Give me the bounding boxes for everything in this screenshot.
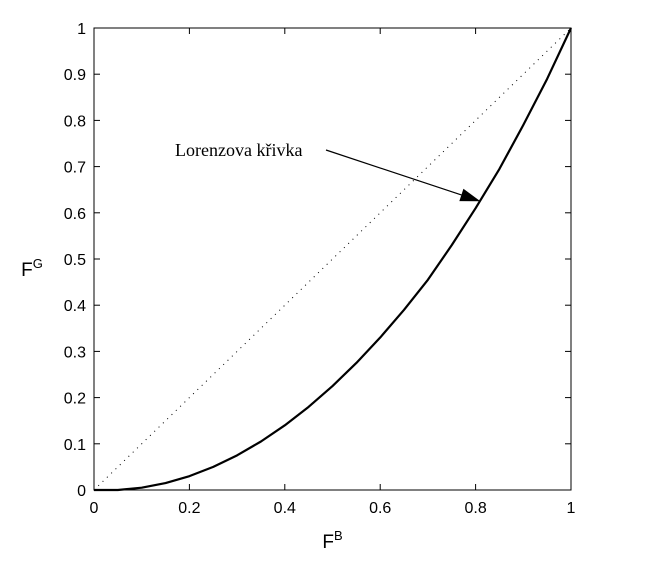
y-tick-label: 1 <box>77 21 86 38</box>
x-tick-label: 0.2 <box>178 500 200 517</box>
series-layer <box>93 27 572 492</box>
y-tick-label: 0.9 <box>64 67 86 84</box>
x-tick-label: 0.8 <box>464 500 486 517</box>
y-tick-label: 0 <box>77 483 86 500</box>
y-tick-label: 0.4 <box>64 298 86 315</box>
ticks-layer: 0 0.2 0.4 0.6 0.8 1 0 0.1 0.2 0.3 0.4 0.5 0.6 0.7 0.8 0… <box>64 21 576 517</box>
x-tick-label: 0.4 <box>274 500 296 517</box>
y-tick-label: 0.3 <box>64 344 86 361</box>
y-axis-label: FG <box>21 256 43 281</box>
x-axis-label: FB <box>322 528 342 553</box>
equality-line <box>93 27 572 491</box>
annotation-arrow <box>325 149 462 196</box>
y-tick-label: 0.5 <box>64 252 86 269</box>
x-tick-label: 1 <box>567 500 576 517</box>
x-tick-label: 0 <box>90 500 99 517</box>
lorenz-curve-line <box>94 27 572 492</box>
y-tick-label: 0.8 <box>64 113 86 130</box>
y-tick-label: 0.7 <box>64 160 86 177</box>
annotation-layer: Lorenzova křivka <box>175 140 481 202</box>
y-tick-label: 0.6 <box>64 206 86 223</box>
y-tick-label: 0.1 <box>64 437 86 454</box>
y-tick-label: 0.2 <box>64 391 86 408</box>
annotation-label: Lorenzova křivka <box>175 140 302 160</box>
x-tick-label: 0.6 <box>369 500 391 517</box>
annotation-arrowhead <box>459 188 481 202</box>
